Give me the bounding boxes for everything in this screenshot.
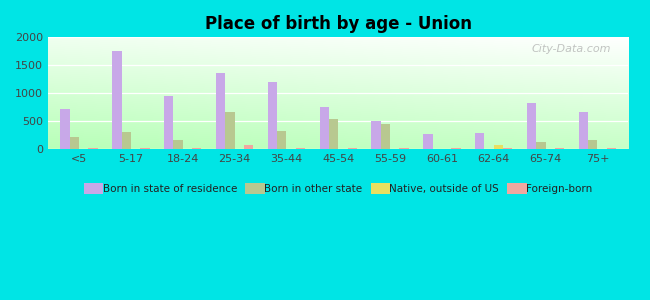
Bar bbox=[60, 109, 70, 149]
Bar bbox=[588, 140, 597, 149]
Bar bbox=[70, 137, 79, 149]
Bar bbox=[88, 148, 98, 149]
Bar bbox=[296, 148, 305, 149]
Bar bbox=[140, 148, 150, 149]
Bar bbox=[244, 145, 254, 149]
Bar bbox=[164, 96, 174, 149]
Bar bbox=[329, 118, 338, 149]
Bar bbox=[320, 107, 329, 149]
Bar bbox=[503, 148, 512, 149]
Text: City-Data.com: City-Data.com bbox=[532, 44, 611, 54]
Bar bbox=[268, 82, 277, 149]
Bar bbox=[451, 148, 461, 149]
Bar bbox=[216, 73, 226, 149]
Bar bbox=[606, 148, 616, 149]
Bar bbox=[122, 132, 131, 149]
Bar bbox=[578, 112, 588, 149]
Bar bbox=[174, 140, 183, 149]
Bar bbox=[192, 148, 202, 149]
Title: Place of birth by age - Union: Place of birth by age - Union bbox=[205, 15, 472, 33]
Bar bbox=[112, 51, 122, 149]
Bar bbox=[399, 148, 409, 149]
Bar bbox=[527, 103, 536, 149]
Bar bbox=[277, 130, 287, 149]
Bar bbox=[494, 145, 503, 149]
Bar bbox=[536, 142, 545, 149]
Bar bbox=[475, 133, 484, 149]
Bar bbox=[381, 124, 390, 149]
Bar bbox=[348, 148, 357, 149]
Bar bbox=[423, 134, 432, 149]
Bar bbox=[371, 121, 381, 149]
Bar bbox=[226, 112, 235, 149]
Bar bbox=[555, 148, 564, 149]
Legend: Born in state of residence, Born in other state, Native, outside of US, Foreign-: Born in state of residence, Born in othe… bbox=[80, 179, 597, 198]
